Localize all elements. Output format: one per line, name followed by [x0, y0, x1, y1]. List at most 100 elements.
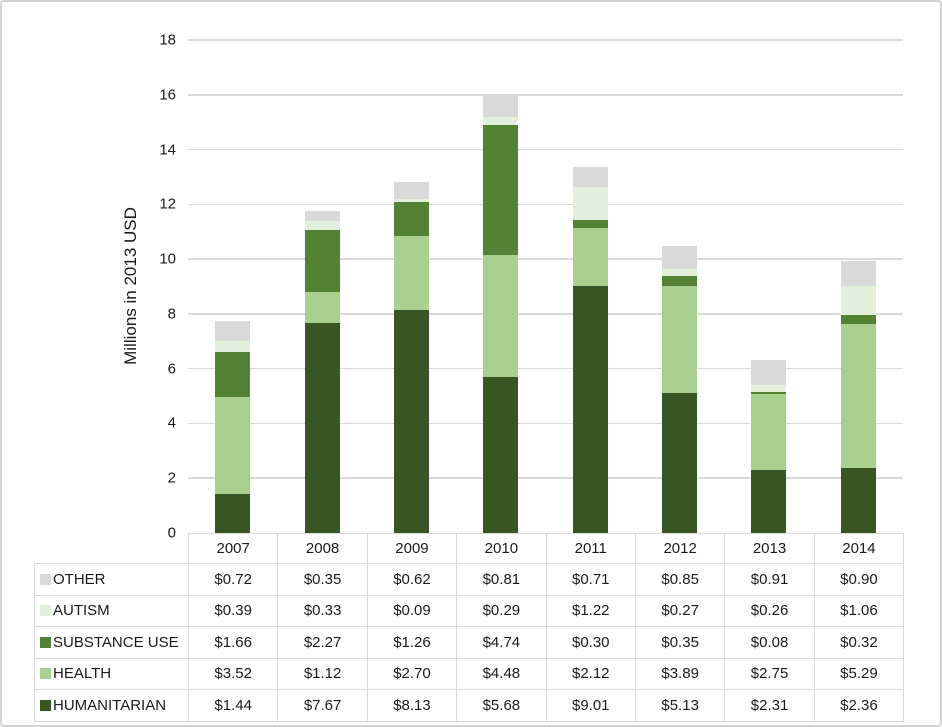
bar-2014 — [840, 261, 876, 533]
bar-segment-other-2007 — [215, 321, 251, 342]
bar-segment-substance-use-2011 — [572, 219, 608, 229]
bar-2007 — [215, 321, 251, 533]
table-value-substance-use-2007: $1.66 — [187, 626, 279, 659]
legend-cell-other: OTHER — [34, 563, 189, 596]
y-tick-label-18: 18 — [159, 31, 176, 49]
table-value-humanitarian-2008: $7.67 — [277, 689, 368, 722]
bar-segment-humanitarian-2013 — [751, 469, 787, 533]
bar-segment-health-2012 — [662, 285, 698, 393]
bar-segment-autism-2010 — [483, 117, 519, 125]
table-value-autism-2010: $0.29 — [456, 594, 547, 627]
table-value-substance-use-2014: $0.32 — [813, 626, 905, 659]
bar-segment-other-2013 — [751, 360, 787, 386]
y-tick-label-2: 2 — [167, 469, 176, 487]
y-tick-label-12: 12 — [159, 195, 176, 213]
y-tick-label-4: 4 — [167, 414, 176, 432]
bar-segment-humanitarian-2010 — [483, 377, 519, 533]
gridline-4 — [188, 422, 903, 425]
bar-segment-health-2013 — [751, 394, 787, 470]
legend-swatch-health — [40, 668, 51, 680]
table-value-substance-use-2008: $2.27 — [277, 626, 368, 659]
y-axis-title: Millions in 2013 USD — [121, 207, 140, 365]
table-value-humanitarian-2007: $1.44 — [187, 689, 279, 722]
gridline-8 — [188, 313, 903, 315]
table-value-health-2009: $2.70 — [366, 657, 458, 690]
bar-segment-health-2007 — [215, 397, 251, 494]
legend-cell-substance-use: SUBSTANCE USE — [34, 626, 189, 659]
table-value-humanitarian-2012: $5.13 — [634, 689, 726, 722]
bar-2013 — [751, 360, 787, 533]
table-value-humanitarian-2013: $2.31 — [724, 689, 815, 722]
legend-label-autism: AUTISM — [53, 602, 110, 620]
legend-cell-humanitarian: HUMANITARIAN — [34, 689, 189, 722]
table-column-header-2008: 2008 — [277, 533, 368, 564]
bar-2012 — [662, 245, 698, 533]
legend-swatch-humanitarian — [40, 699, 51, 711]
table-value-autism-2013: $0.26 — [724, 594, 815, 627]
bar-segment-substance-use-2012 — [662, 276, 698, 286]
y-tick-label-6: 6 — [167, 360, 176, 378]
table-value-other-2008: $0.35 — [277, 563, 368, 596]
bar-2010 — [483, 94, 519, 533]
bar-segment-other-2009 — [393, 182, 429, 200]
table-column-header-2010: 2010 — [456, 533, 547, 564]
table-value-health-2008: $1.12 — [277, 657, 368, 690]
table-row-health: HEALTH $3.52 $1.12 $2.70 $4.48 $2.12 $3.89 $2.7… — [34, 657, 905, 690]
y-tick-label-14: 14 — [159, 141, 176, 159]
table-value-autism-2012: $0.27 — [634, 594, 726, 627]
table-value-autism-2009: $0.09 — [366, 594, 458, 627]
bar-segment-humanitarian-2012 — [662, 392, 698, 533]
bar-segment-health-2011 — [572, 228, 608, 287]
gridline-10 — [188, 258, 903, 260]
legend-cell-health: HEALTH — [34, 657, 189, 690]
gridline-16 — [188, 94, 903, 96]
table-corner-cell — [35, 534, 189, 564]
y-tick-label-16: 16 — [159, 86, 176, 104]
legend-label-other: OTHER — [53, 570, 106, 588]
table-row-substance-use: SUBSTANCE USE $1.66 $2.27 $1.26 $4.74 $0.30 $0… — [34, 626, 905, 659]
table-value-substance-use-2010: $4.74 — [456, 626, 547, 659]
legend-swatch-autism — [40, 605, 51, 617]
bar-segment-autism-2007 — [215, 341, 251, 352]
bar-segment-autism-2014 — [840, 285, 876, 315]
table-value-autism-2007: $0.39 — [187, 594, 279, 627]
bar-segment-humanitarian-2008 — [304, 322, 340, 533]
bar-segment-substance-use-2014 — [840, 314, 876, 324]
gridline-12 — [188, 203, 903, 206]
legend-swatch-substance-use — [40, 636, 51, 648]
bar-segment-health-2014 — [840, 323, 876, 469]
table-value-health-2011: $2.12 — [545, 657, 636, 690]
table-value-humanitarian-2014: $2.36 — [813, 689, 905, 722]
bar-segment-other-2010 — [483, 94, 519, 117]
table-column-header-2012: 2012 — [634, 533, 726, 564]
bar-segment-other-2012 — [662, 245, 698, 269]
table-column-header-2013: 2013 — [724, 533, 815, 564]
bar-2008 — [304, 211, 340, 533]
gridline-14 — [188, 148, 903, 151]
bar-segment-humanitarian-2011 — [572, 286, 608, 533]
bar-segment-autism-2013 — [751, 385, 787, 393]
table-value-autism-2014: $1.06 — [813, 594, 905, 627]
table-value-health-2014: $5.29 — [813, 657, 905, 690]
table-value-other-2014: $0.90 — [813, 563, 905, 596]
bar-segment-health-2009 — [393, 236, 429, 311]
table-value-health-2012: $3.89 — [634, 657, 726, 690]
bar-segment-humanitarian-2007 — [215, 493, 251, 533]
bar-segment-other-2014 — [840, 261, 876, 286]
legend-swatch-other — [40, 573, 51, 585]
table-value-other-2010: $0.81 — [456, 563, 547, 596]
legend-label-humanitarian: HUMANITARIAN — [53, 696, 167, 714]
legend-cell-autism: AUTISM — [34, 594, 189, 627]
bar-segment-other-2011 — [572, 167, 608, 187]
table-column-header-2011: 2011 — [545, 533, 636, 564]
bar-segment-substance-use-2007 — [215, 351, 251, 398]
table-column-header-2009: 2009 — [366, 533, 458, 564]
table-value-other-2011: $0.71 — [545, 563, 636, 596]
table-value-humanitarian-2011: $9.01 — [545, 689, 636, 722]
table-value-health-2010: $4.48 — [456, 657, 547, 690]
table-value-other-2007: $0.72 — [187, 563, 279, 596]
bar-segment-autism-2011 — [572, 186, 608, 220]
table-value-substance-use-2011: $0.30 — [545, 626, 636, 659]
bar-segment-health-2008 — [304, 292, 340, 323]
plot-area — [188, 39, 903, 533]
